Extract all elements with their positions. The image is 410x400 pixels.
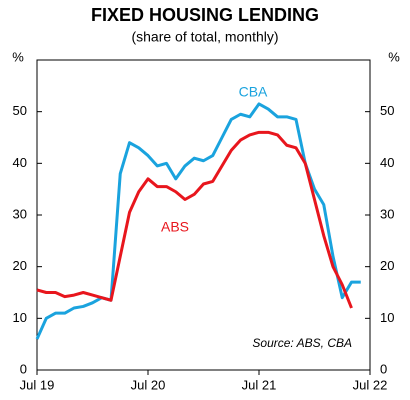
y2-axis-label: % — [388, 49, 400, 64]
source-note: Source: ABS, CBA — [252, 336, 352, 350]
y-tick-label: 40 — [13, 155, 27, 170]
y2-tick-label: 30 — [380, 206, 394, 221]
y-tick-label: 20 — [13, 258, 27, 273]
x-tick-label: Jul 19 — [20, 377, 55, 392]
y2-tick-label: 20 — [380, 258, 394, 273]
x-tick-label: Jul 21 — [242, 377, 277, 392]
y2-tick-label: 40 — [380, 155, 394, 170]
y-tick-label: 50 — [13, 103, 27, 118]
x-tick-label: Jul 20 — [131, 377, 166, 392]
y-axis-label: % — [12, 49, 24, 64]
line-abs — [36, 130, 353, 309]
y-tick-label: 0 — [20, 361, 27, 376]
y2-tick-label: 0 — [380, 361, 387, 376]
plot-frame — [36, 59, 371, 371]
y-tick-label: 30 — [13, 206, 27, 221]
chart-subtitle: (share of total, monthly) — [131, 29, 278, 45]
y-tick-label: 10 — [13, 310, 27, 325]
y2-tick-label: 10 — [380, 310, 394, 325]
series-label: CBA — [239, 84, 268, 100]
y2-tick-label: 50 — [380, 103, 394, 118]
line-cba — [35, 102, 361, 340]
series-label: ABS — [161, 219, 189, 235]
x-tick-label: Jul 22 — [353, 377, 388, 392]
chart-title: FIXED HOUSING LENDING — [91, 5, 319, 25]
